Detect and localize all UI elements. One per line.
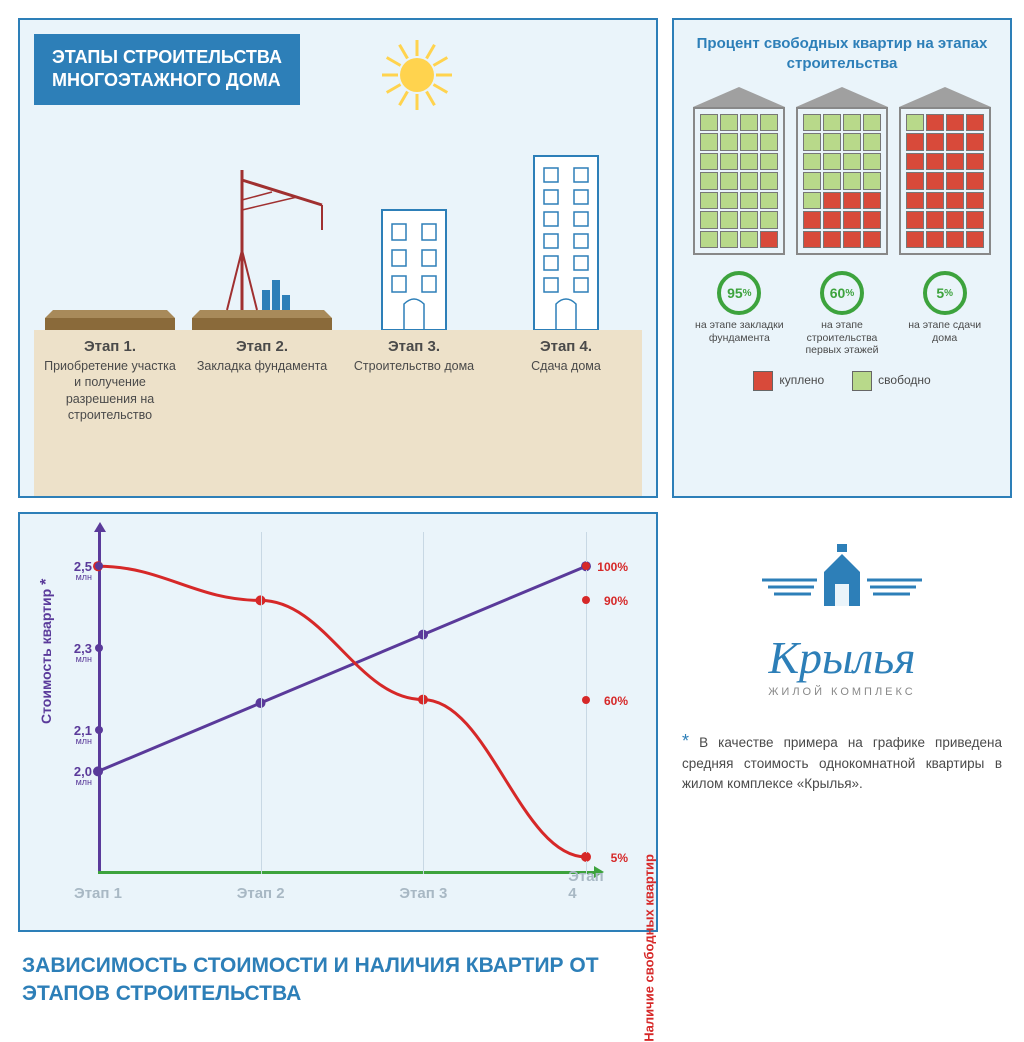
apartments-title: Процент свободных квартир на этапах стро…: [688, 34, 996, 73]
buildings-row: [688, 87, 996, 255]
legend-swatch-free: [852, 371, 872, 391]
arrow-up-icon: [94, 522, 106, 532]
logo: Крылья ЖИЛОЙ КОМПЛЕКС: [682, 532, 1002, 698]
y-axis-right-label: Наличие свободных квартир: [642, 854, 657, 1042]
chart-panel: Стоимость квартир * Наличие свободных кв…: [18, 512, 658, 932]
y-tick-left: 2,1млн: [56, 724, 92, 746]
chart-area: Этап 1Этап 2Этап 3Этап 4: [98, 532, 586, 874]
stage-labels-row: Этап 1.Приобретение участка и получение …: [34, 338, 642, 423]
x-tick-label: Этап 4: [568, 868, 603, 902]
logo-panel: Крылья ЖИЛОЙ КОМПЛЕКС * В качестве приме…: [672, 512, 1012, 932]
y-tick-right: 5%: [611, 851, 628, 865]
x-tick-label: Этап 1: [74, 885, 122, 902]
y-tick-left: 2,0млн: [56, 765, 92, 787]
stage-label: Этап 4.Сдача дома: [490, 338, 642, 423]
illustration-row: [34, 150, 642, 330]
legend-label-free: свободно: [878, 373, 931, 387]
chart-lines: [98, 532, 586, 874]
logo-name: Крылья: [682, 631, 1002, 684]
y-tick-right: 90%: [604, 594, 628, 608]
y-tick-left: 2,3млн: [56, 642, 92, 664]
logo-subtitle: ЖИЛОЙ КОМПЛЕКС: [682, 686, 1002, 698]
building: [693, 87, 785, 255]
stages-title: ЭТАПЫ СТРОИТЕЛЬСТВА МНОГОЭТАЖНОГО ДОМА: [34, 34, 300, 105]
stage-illustration: [34, 150, 186, 330]
building: [899, 87, 991, 255]
stage-illustration: [186, 150, 338, 330]
stage-label: Этап 1.Приобретение участка и получение …: [34, 338, 186, 423]
sun-icon: [400, 58, 434, 92]
y-tick-right: 100%: [597, 560, 628, 574]
building: [796, 87, 888, 255]
y-tick-left: 2,5млн: [56, 560, 92, 582]
percent-item: 95%на этапе закладки фундамента: [688, 271, 791, 357]
apartments-panel: Процент свободных квартир на этапах стро…: [672, 18, 1012, 498]
percent-item: 5%на этапе сдачи дома: [893, 271, 996, 357]
percent-row: 95%на этапе закладки фундамента60%на эта…: [688, 271, 996, 357]
legend-swatch-sold: [753, 371, 773, 391]
x-tick-label: Этап 3: [399, 885, 447, 902]
stage-label: Этап 2.Закладка фундамента: [186, 338, 338, 423]
y-axis-left-label: Стоимость квартир *: [38, 579, 56, 724]
stage-illustration: [338, 150, 490, 330]
bottom-title: ЗАВИСИМОСТЬ СТОИМОСТИ И НАЛИЧИЯ КВАРТИР …: [18, 946, 658, 1009]
percent-item: 60%на этапе строительства первых этажей: [791, 271, 894, 357]
x-tick-label: Этап 2: [237, 885, 285, 902]
stage-label: Этап 3.Строительство дома: [338, 338, 490, 423]
y-tick-right: 60%: [604, 694, 628, 708]
stage-illustration: [490, 150, 642, 330]
stages-panel: ЭТАПЫ СТРОИТЕЛЬСТВА МНОГОЭТАЖНОГО ДОМА: [18, 18, 658, 498]
footnote: * В качестве примера на графике приведен…: [682, 728, 1002, 793]
logo-icon: [742, 532, 942, 622]
legend-label-sold: куплено: [779, 373, 824, 387]
legend: куплено свободно: [688, 371, 996, 391]
